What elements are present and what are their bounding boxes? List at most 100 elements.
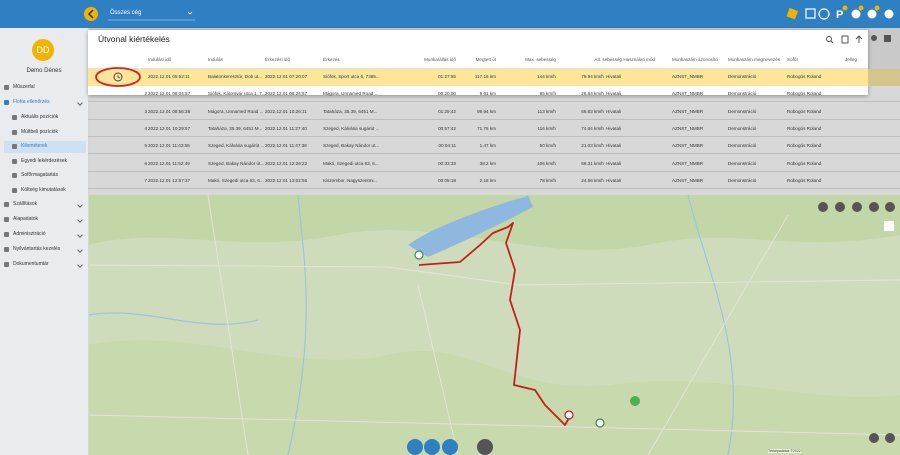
menu-icon <box>12 158 17 164</box>
table-cell: Robogós Roland <box>787 177 822 183</box>
table-cell: 116 km/h <box>537 125 556 131</box>
menu-chevron <box>77 202 83 208</box>
table-cell: AZNST_NMBR <box>672 143 704 149</box>
history-button[interactable] <box>92 66 144 88</box>
table-cell: 2022.12.01 13:02:56 <box>265 177 308 183</box>
menu-item[interactable]: Műszerfal <box>13 84 35 90</box>
avatar[interactable]: DD <box>32 39 54 61</box>
column-header[interactable]: Jelleg <box>845 57 858 62</box>
table-cell: 00:33:33 <box>438 160 456 166</box>
table-background <box>88 86 900 195</box>
table-cell: Hivatali <box>606 74 622 79</box>
company-select[interactable]: Összes cég <box>110 10 142 16</box>
menu-item[interactable]: Nyilvántartás kezelés <box>13 246 61 252</box>
column-header[interactable]: Érkezés <box>323 57 340 62</box>
table-cell: 78 km/h <box>539 177 556 183</box>
table-cell: 00:04:11 <box>438 143 456 149</box>
menu-icon <box>12 144 17 149</box>
table-cell: Hivatali <box>606 125 622 131</box>
submenu-item[interactable]: Aktuális pozíciók <box>21 114 59 120</box>
row-divider <box>88 101 900 102</box>
map[interactable] <box>88 195 900 455</box>
menu-item[interactable]: Dokumentumtár <box>13 261 49 267</box>
column-header[interactable]: Használati mód <box>623 57 655 62</box>
menu-icon <box>12 173 17 178</box>
row-number: 6 <box>144 160 147 166</box>
table-cell: Mágora, Unnamed Road ... <box>208 108 264 114</box>
table-cell: 2022.12.01 11:43:55 <box>148 143 190 149</box>
table-cell: Szeged, Kálvária sugárút ... <box>208 143 265 149</box>
table-cell: 79.94 km/h <box>581 74 604 79</box>
submenu-item[interactable]: Kilométerek <box>21 143 48 149</box>
table-cell: 99.94 km <box>477 108 496 114</box>
table-cell: Tataháza, 35.39, 6451 M... <box>323 108 378 114</box>
submenu-item[interactable]: Egyedi lekérdezések <box>21 157 68 164</box>
table-cell: 68.31 km/h <box>581 160 604 166</box>
table-cell: 01:27:55 <box>438 74 456 79</box>
table-cell: 00:05:18 <box>438 177 456 183</box>
header-divider <box>88 68 868 69</box>
table-cell: 2.18 km <box>479 177 496 183</box>
panel-settings[interactable] <box>868 31 896 47</box>
table-cell: Balatonkeresztúr, Dob ut... <box>208 74 263 79</box>
column-header[interactable]: Max. sebesség <box>525 57 556 62</box>
column-header[interactable]: Munkaszám azonosító <box>672 57 718 62</box>
column-header[interactable]: Sofőr <box>787 57 798 62</box>
menu-selected-bg <box>4 141 86 153</box>
table-cell: 2022.12.01 12:57:37 <box>148 177 191 183</box>
row-divider <box>88 118 900 120</box>
column-header[interactable]: Indulási idő <box>148 57 172 62</box>
table-cell: Hivatali <box>606 143 622 149</box>
column-header[interactable]: Munka/állás idő <box>424 57 456 62</box>
table-cell: 00:57:42 <box>438 125 456 131</box>
table-cell: Demonstráció <box>728 74 757 79</box>
panel-tools[interactable] <box>820 32 900 48</box>
table-cell: 2022.12.01 07:20:07 <box>265 74 308 79</box>
column-header[interactable]: Átl. sebesség <box>594 57 622 62</box>
user-name[interactable]: Demo Dénes <box>26 68 62 74</box>
map-attribution: Térképadatok ©2022 <box>768 449 801 453</box>
table-cell: 71.78 km <box>477 125 496 131</box>
table-cell: 74.64 km/h <box>581 125 604 131</box>
table-cell: Kiszombor, Nagyszentmi... <box>323 177 378 183</box>
table-cell: Tataháza, 35.39, 6451 M... <box>208 125 263 131</box>
table-cell: AZNST_NMBR <box>672 177 704 183</box>
table-cell: 21.03 km/h <box>581 143 604 149</box>
table-cell: Szeged, Bakay Nándor ut... <box>323 143 380 149</box>
table-cell: Robogós Roland <box>787 160 822 166</box>
submenu-item[interactable]: Sofőrmagatartás <box>21 172 58 178</box>
menu-item[interactable]: Szállítások <box>13 201 38 207</box>
table-cell: 2022.12.01 12:26:22 <box>265 160 308 166</box>
column-header[interactable]: Érkezési idő <box>265 57 291 62</box>
row-number: 4 <box>144 125 147 131</box>
table-cell: Demonstráció <box>728 160 757 166</box>
table-cell: AZNST_NMBR <box>672 108 704 114</box>
table-cell: Makó, Szegedi utca 63, 6... <box>323 160 379 166</box>
table-cell: Hivatali <box>606 160 622 166</box>
menu-item[interactable]: Flotta ellenőrzés <box>13 99 50 105</box>
menu-icon <box>4 202 9 207</box>
svg-text:P: P <box>836 9 843 21</box>
menu-item[interactable]: Alapadatok <box>13 216 39 222</box>
table-cell: AZNST_NMBR <box>672 160 704 166</box>
column-header[interactable]: Megtett út <box>475 57 496 62</box>
table-cell: Hivatali <box>606 108 622 114</box>
submenu-item[interactable]: Költség kimutatások <box>21 186 66 193</box>
menu-icon <box>4 247 9 252</box>
menu-icon <box>4 217 9 222</box>
table: Indulási idő Indulás Érkezési idő Érkezés Mu… <box>0 0 900 195</box>
menu-chevron <box>77 217 83 223</box>
table-cell: 2022.12.01 05:52:11 <box>148 74 190 79</box>
menu-item[interactable]: Adminisztráció <box>13 231 46 237</box>
table-cell: 50 km/h <box>539 143 556 149</box>
menu-chevron <box>77 262 83 268</box>
column-header[interactable]: Munkaszám megnevezés <box>728 57 781 62</box>
table-cell: Demonstráció <box>728 108 757 114</box>
row-divider <box>88 153 900 154</box>
submenu-item[interactable]: Múltbeli pozíciók <box>21 128 58 135</box>
table-cell: 2022.12.01 10:26:11 <box>265 108 307 114</box>
table-cell: Siófok, Sport utca 6, 7385... <box>323 74 380 79</box>
column-header[interactable]: Indulás <box>208 57 223 62</box>
table-cell: 2022.12.01 11:52:49 <box>148 160 190 166</box>
